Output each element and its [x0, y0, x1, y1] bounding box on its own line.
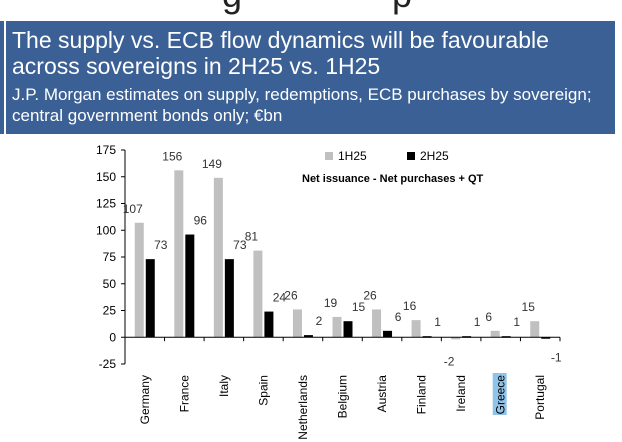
legend-swatch-2h25 — [407, 152, 415, 160]
data-label-1h25-italy: 149 — [202, 157, 222, 171]
y-tick-label: 150 — [96, 170, 116, 184]
bar-1h25-austria — [372, 309, 382, 338]
bar-2h25-austria — [383, 330, 393, 338]
bar-1h25-italy — [213, 177, 223, 338]
data-label-1h25-france: 156 — [162, 149, 182, 163]
data-label-2h25-italy: 73 — [233, 238, 247, 252]
title-banner — [6, 21, 615, 134]
y-tick-label: 100 — [96, 223, 116, 237]
category-label-ireland: Ireland — [454, 375, 468, 412]
data-label-1h25-ireland: -2 — [444, 354, 455, 368]
chart-annotation: Net issuance - Net purchases + QT — [302, 173, 484, 185]
data-label-2h25-austria: 6 — [395, 310, 402, 324]
y-tick-label: -25 — [99, 357, 117, 371]
data-label-2h25-ireland: 1 — [474, 315, 481, 329]
data-label-2h25-spain: 24 — [273, 291, 287, 305]
data-label-2h25-france: 96 — [194, 214, 208, 228]
category-label-greece: Greece — [494, 375, 508, 415]
data-label-2h25-germany: 73 — [154, 238, 168, 252]
bar-1h25-finland — [411, 320, 421, 338]
bar-1h25-spain — [253, 250, 263, 338]
bar-1h25-ireland — [451, 337, 461, 340]
data-label-2h25-greece: 1 — [513, 315, 520, 329]
data-label-1h25-germany: 107 — [123, 202, 143, 216]
data-label-2h25-netherlands: 2 — [316, 314, 323, 328]
bar-1h25-netherlands — [292, 309, 302, 338]
legend-swatch-1h25 — [325, 152, 333, 160]
bar-2h25-france — [185, 234, 195, 338]
data-label-1h25-spain: 81 — [245, 230, 259, 244]
category-label-italy: Italy — [217, 375, 231, 397]
bar-1h25-belgium — [332, 316, 342, 338]
data-label-2h25-finland: 1 — [434, 315, 441, 329]
y-tick-label: 50 — [103, 277, 117, 291]
category-label-belgium: Belgium — [336, 375, 350, 418]
legend-label-2h25: 2H25 — [420, 149, 449, 163]
data-label-2h25-portugal: -1 — [551, 350, 562, 364]
data-label-1h25-netherlands: 26 — [284, 288, 298, 302]
slide-subtitle: J.P. Morgan estimates on supply, redempt… — [12, 85, 592, 125]
bar-2h25-germany — [145, 259, 155, 338]
y-tick-label: 125 — [96, 197, 116, 211]
data-label-1h25-austria: 26 — [363, 288, 377, 302]
category-label-portugal: Portugal — [533, 375, 547, 420]
bar-1h25-greece — [490, 330, 500, 338]
data-label-1h25-finland: 16 — [403, 299, 417, 313]
bar-1h25-portugal — [530, 321, 540, 338]
left-accent-bar — [0, 21, 4, 134]
previous-slide-title-fragment: g p — [0, 0, 622, 20]
bar-2h25-italy — [224, 259, 234, 338]
legend-label-1h25: 1H25 — [338, 149, 367, 163]
category-label-france: France — [177, 375, 191, 413]
bar-1h25-germany — [134, 222, 144, 338]
y-tick-label: 25 — [103, 304, 117, 318]
category-label-austria: Austria — [375, 375, 389, 413]
y-tick-label: 175 — [96, 143, 116, 157]
y-tick-label: 0 — [109, 330, 116, 344]
category-label-netherlands: Netherlands — [296, 375, 310, 440]
category-label-spain: Spain — [256, 375, 270, 406]
category-highlight — [492, 373, 507, 415]
slide-title: The supply vs. ECB flow dynamics will be… — [12, 27, 549, 79]
category-label-germany: Germany — [138, 375, 152, 424]
bar-2h25-netherlands — [303, 335, 313, 338]
bar-2h25-portugal — [541, 337, 551, 339]
data-label-2h25-belgium: 15 — [352, 300, 366, 314]
category-label-finland: Finland — [415, 375, 429, 414]
data-label-1h25-greece: 6 — [485, 310, 492, 324]
bar-2h25-spain — [264, 311, 274, 338]
y-tick-label: 75 — [103, 250, 117, 264]
bar-2h25-belgium — [343, 321, 353, 338]
data-label-1h25-belgium: 19 — [324, 296, 338, 310]
bar-1h25-france — [174, 170, 184, 338]
data-label-1h25-portugal: 15 — [522, 300, 536, 314]
